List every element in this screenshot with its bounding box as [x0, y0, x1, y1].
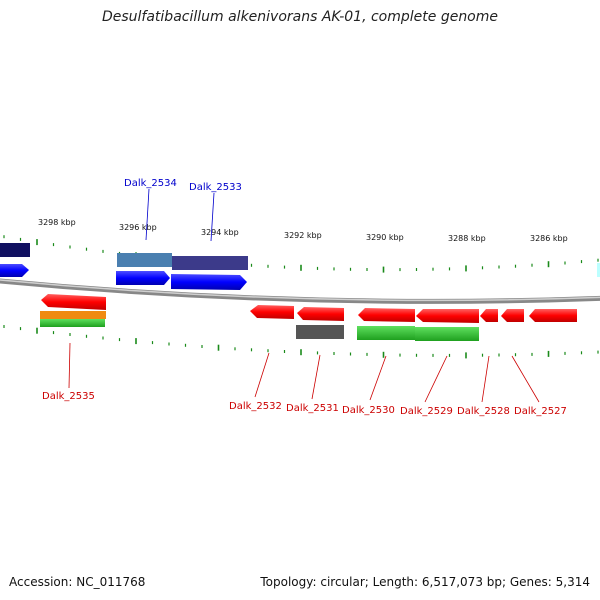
genome-backbone	[0, 278, 600, 304]
tick-label: 3292 kbp	[284, 231, 322, 240]
tick-label: 3298 kbp	[38, 218, 76, 227]
gene-feature	[357, 326, 415, 340]
tick-label: 3294 kbp	[201, 228, 239, 237]
gene-arrow	[297, 307, 344, 321]
gene-arrow	[171, 274, 247, 290]
gene-feature	[296, 325, 344, 339]
gene-feature	[415, 327, 479, 341]
leader-lines	[68, 188, 540, 403]
map-title: Desulfatibacillum alkenivorans AK-01, co…	[101, 9, 499, 25]
gene-label: Dalk_2528	[457, 406, 510, 417]
gene-arrow	[529, 309, 577, 322]
tick-label: 3290 kbp	[366, 233, 404, 242]
gene-arrow	[501, 309, 524, 322]
gene-feature	[40, 311, 106, 319]
gene-label: Dalk_2529	[400, 406, 453, 417]
gene-feature	[597, 263, 600, 277]
gene-label: Dalk_2534	[124, 178, 177, 189]
gene-feature	[0, 243, 30, 257]
tick-label: 3286 kbp	[530, 234, 568, 243]
gene-feature	[40, 319, 105, 327]
reverse-strand-genes	[40, 263, 600, 341]
gene-arrow	[116, 271, 170, 285]
gene-label: Dalk_2527	[514, 406, 567, 417]
gene-feature	[172, 256, 248, 270]
tick-marks	[3, 235, 599, 359]
gene-label: Dalk_2533	[189, 182, 242, 193]
gene-arrow	[416, 309, 479, 323]
tick-label: 3296 kbp	[119, 223, 157, 232]
gene-label: Dalk_2530	[342, 405, 395, 416]
accession-text: Accession: NC_011768	[9, 575, 146, 589]
gene-arrow	[0, 264, 29, 277]
genome-summary: Topology: circular; Length: 6,517,073 bp…	[260, 575, 590, 589]
gene-label: Dalk_2531	[286, 403, 339, 414]
gene-feature	[117, 253, 172, 267]
gene-label: Dalk_2532	[229, 401, 282, 412]
tick-label: 3288 kbp	[448, 234, 486, 243]
gene-arrow	[250, 305, 294, 319]
forward-strand-genes	[0, 243, 248, 290]
gene-arrow	[480, 309, 498, 322]
gene-arrow	[41, 294, 106, 310]
gene-label: Dalk_2535	[42, 391, 95, 402]
gene-arrow	[358, 308, 415, 322]
